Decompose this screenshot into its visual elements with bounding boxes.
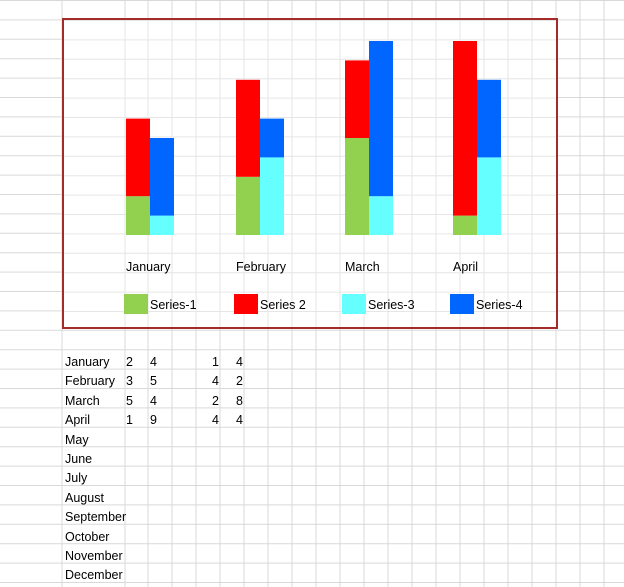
bar-series-1-january xyxy=(126,196,150,235)
category-label: April xyxy=(453,260,478,274)
category-label: March xyxy=(345,260,380,274)
row-label-cell[interactable]: March xyxy=(65,393,100,408)
value-cell-d[interactable]: 2 xyxy=(236,374,243,389)
category-label: February xyxy=(236,260,287,274)
legend-swatch xyxy=(342,294,366,314)
value-cell-c[interactable]: 1 xyxy=(212,355,219,369)
legend-label: Series-4 xyxy=(476,298,523,312)
row-label-cell[interactable]: October xyxy=(65,529,110,544)
value-cell-a[interactable]: 1 xyxy=(126,413,133,428)
stacked-bar-chart: January February March April Series-1 Series … xyxy=(64,20,556,327)
legend-label: Series-1 xyxy=(150,298,197,312)
bar-series-2-march xyxy=(345,60,369,138)
row-label-cell[interactable]: September xyxy=(65,510,127,525)
row-label-cell[interactable]: July xyxy=(65,471,88,486)
value-cell-c[interactable]: 2 xyxy=(212,393,219,408)
value-cell-a[interactable]: 5 xyxy=(126,393,133,408)
row-label-cell[interactable]: January xyxy=(65,355,110,369)
bar-series-2-april xyxy=(453,41,477,216)
bar-series-3-january xyxy=(150,215,174,235)
value-cell-a[interactable]: 3 xyxy=(126,374,133,389)
row-label-cell[interactable]: April xyxy=(65,413,91,428)
bar-series-1-february xyxy=(236,176,260,235)
bar-series-4-february xyxy=(260,118,284,158)
value-cell-d[interactable]: 4 xyxy=(236,413,243,428)
bar-series-2-january xyxy=(126,118,150,197)
value-cell-c[interactable]: 4 xyxy=(212,374,219,389)
legend-label: Series-3 xyxy=(368,298,415,312)
legend-swatch xyxy=(234,294,258,314)
bar-series-1-april xyxy=(453,215,477,235)
category-label: January xyxy=(126,260,171,274)
value-cell-c[interactable]: 4 xyxy=(212,413,219,428)
row-label-cell[interactable]: February xyxy=(65,374,116,389)
value-cell-b[interactable]: 5 xyxy=(150,374,157,389)
value-cell-d[interactable]: 4 xyxy=(236,355,243,369)
bar-series-3-march xyxy=(369,196,393,235)
row-label-cell[interactable]: August xyxy=(65,490,104,505)
row-label-cell[interactable]: June xyxy=(65,452,93,466)
chart-area[interactable]: January February March April Series-1 Series … xyxy=(62,18,558,329)
bar-series-3-april xyxy=(477,157,501,235)
legend-label: Series 2 xyxy=(260,298,306,312)
row-label-cell[interactable]: December xyxy=(65,568,123,583)
legend-swatch xyxy=(124,294,148,314)
value-cell-b[interactable]: 4 xyxy=(150,355,157,369)
bar-series-1-march xyxy=(345,138,369,235)
value-cell-b[interactable]: 4 xyxy=(150,393,157,408)
bar-series-3-february xyxy=(260,157,284,235)
row-label-cell[interactable]: May xyxy=(65,432,89,447)
bar-series-2-february xyxy=(236,79,260,177)
value-cell-b[interactable]: 9 xyxy=(150,413,157,428)
value-cell-a[interactable]: 2 xyxy=(126,355,133,369)
legend-swatch xyxy=(450,294,474,314)
bar-series-4-january xyxy=(150,138,174,216)
bar-series-4-april xyxy=(477,79,501,158)
bar-series-4-march xyxy=(369,41,393,197)
row-label-cell[interactable]: November xyxy=(65,549,123,563)
value-cell-d[interactable]: 8 xyxy=(236,393,243,408)
